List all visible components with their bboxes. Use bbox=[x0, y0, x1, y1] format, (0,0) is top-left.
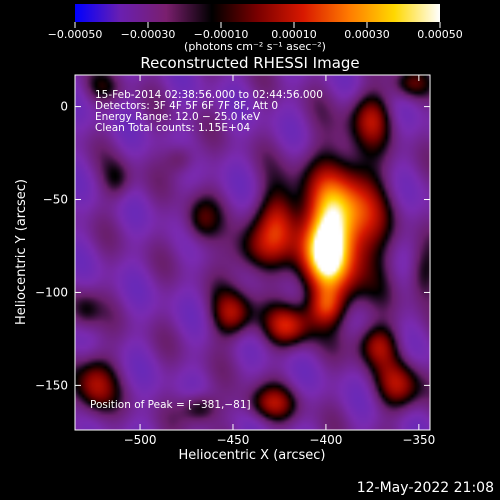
plot-frame bbox=[74, 74, 431, 431]
colorbar-tick-label: −0.00010 bbox=[194, 28, 249, 41]
colorbar-tick-label: 0.00050 bbox=[417, 28, 463, 41]
x-tick-label: −350 bbox=[402, 433, 435, 447]
annotation-detectors: Detectors: 3F 4F 5F 6F 7F 8F, Att 0 bbox=[95, 100, 278, 112]
y-tick-label: −150 bbox=[35, 378, 68, 392]
colorbar-tick-label: 0.00010 bbox=[271, 28, 317, 41]
annotation-energy-range: Energy Range: 12.0 − 25.0 keV bbox=[95, 111, 261, 123]
annotation-clean-counts: Clean Total counts: 1.15E+04 bbox=[95, 122, 250, 134]
colorbar-tick-label: −0.00050 bbox=[48, 28, 103, 41]
x-tick-label: −500 bbox=[124, 433, 157, 447]
annotation-time-range: 15‐Feb‐2014 02:38:56.000 to 02:44:56.000 bbox=[95, 89, 323, 101]
y-tick-label: −50 bbox=[43, 193, 68, 207]
x-axis-label: Heliocentric X (arcsec) bbox=[179, 448, 326, 463]
colorbar-tick-labels: −0.00050 −0.00030 −0.00010 0.00010 0.00030 0.… bbox=[48, 28, 463, 41]
annotation-peak-position: Position of Peak = [−381,−81] bbox=[90, 399, 251, 411]
colorbar-units: (photons cm⁻² s⁻¹ asec⁻²) bbox=[184, 40, 326, 53]
colorbar-tick-label: −0.00030 bbox=[121, 28, 176, 41]
axis-ticks bbox=[75, 75, 430, 430]
x-tick-labels: −500 −450 −400 −350 bbox=[124, 433, 436, 447]
y-tick-label: −100 bbox=[35, 285, 68, 299]
plot-area bbox=[75, 75, 430, 430]
colorbar-ticks bbox=[74, 22, 441, 28]
y-tick-label: 0 bbox=[60, 100, 68, 114]
y-axis-label: Heliocentric Y (arcsec) bbox=[14, 179, 29, 325]
y-tick-labels: 0 −50 −100 −150 bbox=[35, 100, 68, 393]
x-tick-label: −400 bbox=[309, 433, 342, 447]
chart-title: Reconstructed RHESSI Image bbox=[140, 54, 359, 72]
timestamp: 12‐May‐2022 21:08 bbox=[356, 480, 494, 496]
heatmap-image bbox=[75, 75, 430, 430]
colorbar-tick-label: 0.00030 bbox=[344, 28, 390, 41]
colorbar bbox=[75, 4, 440, 22]
x-tick-label: −450 bbox=[216, 433, 249, 447]
